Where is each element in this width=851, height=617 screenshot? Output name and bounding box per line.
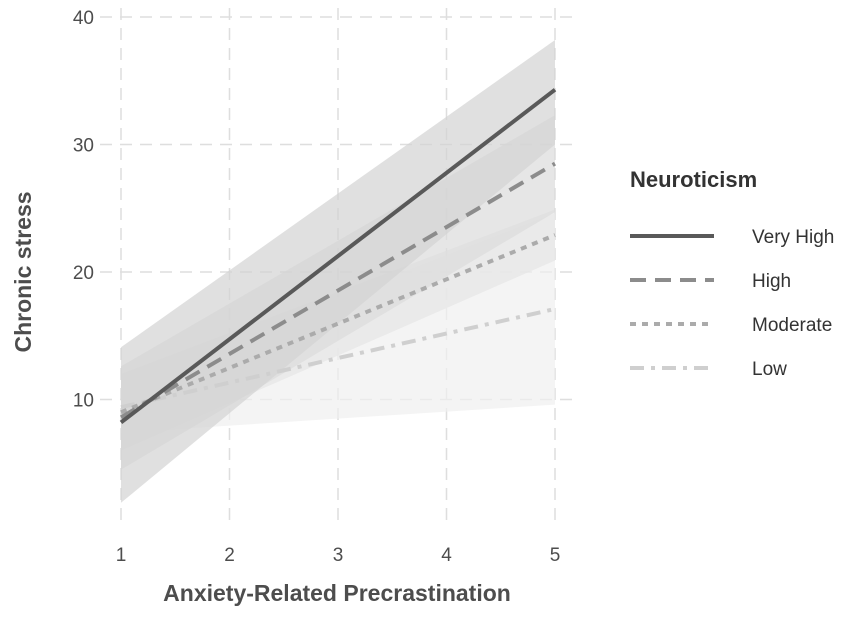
tick-labels: 1 2 3 4 5 10 20 30 40 (73, 8, 560, 566)
legend-items: Very High High Moderate Low (630, 227, 834, 380)
series-line (119, 88, 557, 425)
legend-label: Low (752, 359, 787, 380)
x-tick-label: 4 (441, 545, 452, 566)
x-tick-label: 5 (550, 545, 561, 566)
series-line (120, 307, 556, 410)
y-axis-title: Chronic stress (10, 191, 36, 352)
y-tick-label: 40 (73, 8, 94, 29)
x-tick-label: 1 (116, 545, 127, 566)
legend: Neuroticism Very High High Moderate Low (630, 167, 834, 380)
ci-band (121, 39, 555, 503)
series-lines (119, 88, 557, 425)
y-tick-label: 10 (73, 391, 94, 412)
legend-title: Neuroticism (630, 167, 757, 192)
y-tick-label: 20 (73, 263, 94, 284)
legend-label: High (752, 271, 791, 292)
y-tick-label: 30 (73, 136, 94, 157)
x-tick-label: 3 (333, 545, 344, 566)
legend-label: Very High (752, 227, 834, 248)
x-tick-label: 2 (224, 545, 235, 566)
legend-label: Moderate (752, 315, 832, 336)
x-axis-title: Anxiety-Related Precrastination (163, 580, 511, 606)
series-line (119, 161, 557, 420)
